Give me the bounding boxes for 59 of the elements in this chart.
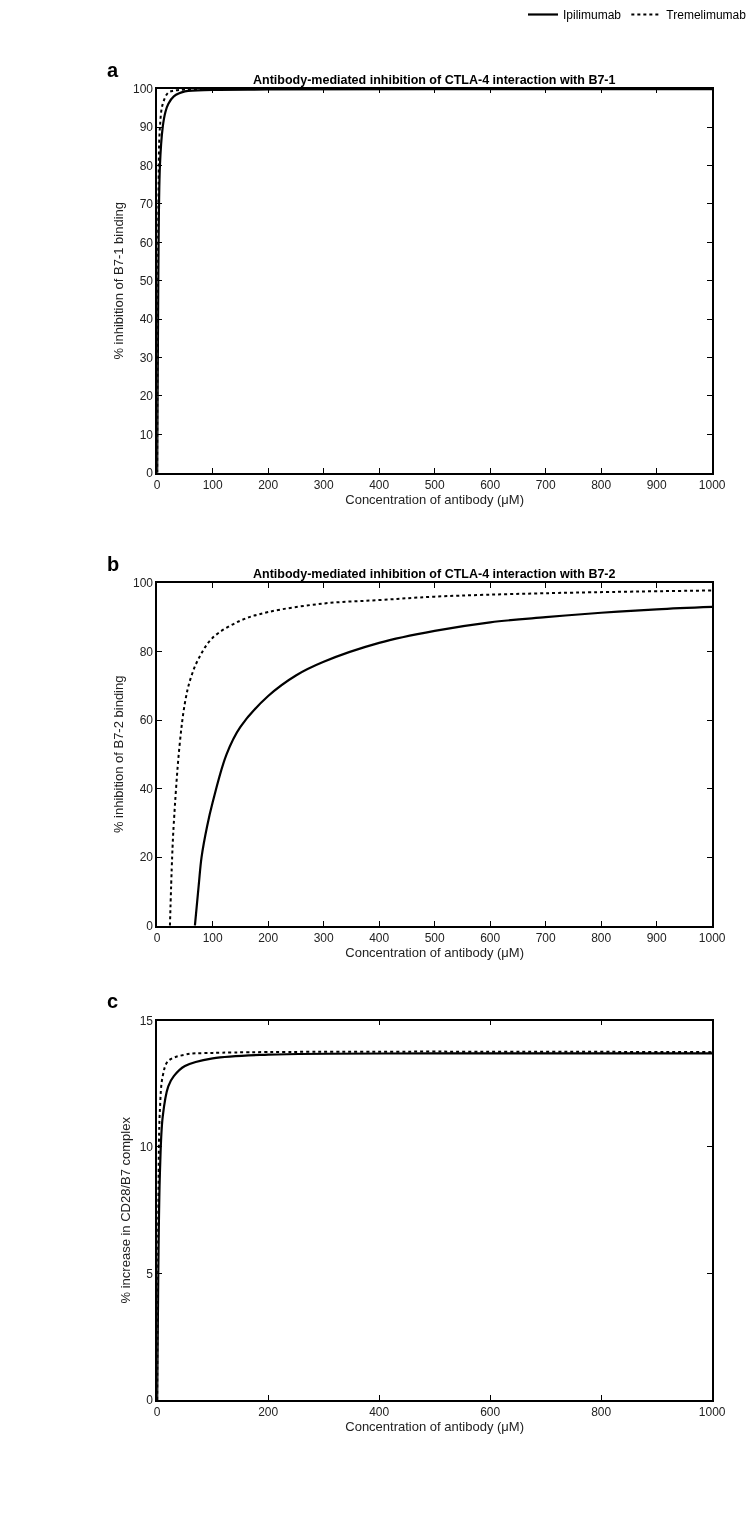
y-tick-label: 40 <box>139 312 154 327</box>
x-tick-label: 600 <box>480 477 501 492</box>
y-tick-label: 5 <box>146 1266 154 1281</box>
x-tick-label: 300 <box>313 477 334 492</box>
x-tick-label: 100 <box>202 477 223 492</box>
y-tick-label: 15 <box>139 1013 154 1028</box>
x-tick-label: 600 <box>480 1405 501 1420</box>
x-tick-label: 200 <box>258 477 279 492</box>
y-axis-title: % inhibition of B7-1 binding <box>111 201 127 360</box>
x-tick-label: 200 <box>258 930 279 945</box>
y-tick-label: 100 <box>132 576 154 591</box>
y-tick-label: 40 <box>139 781 154 796</box>
text: c <box>107 990 119 1012</box>
y-tick-label: 60 <box>139 235 154 250</box>
y-tick-label: 50 <box>139 273 154 288</box>
x-tick-label: 200 <box>258 1405 279 1420</box>
y-tick-label: 100 <box>132 81 154 96</box>
chart-title: Antibody-mediated inhibition of CTLA-4 interaction with B7-2 <box>253 567 616 581</box>
y-tick-label: 10 <box>139 1140 154 1155</box>
y-tick-label: 0 <box>146 1393 154 1408</box>
x-tick-label: 400 <box>369 477 390 492</box>
x-tick-label: 1000 <box>698 1405 726 1420</box>
y-tick-label: 0 <box>146 918 154 933</box>
x-tick-label: 800 <box>591 477 612 492</box>
x-tick-label: 100 <box>202 930 223 945</box>
y-tick-label: 20 <box>139 850 154 865</box>
y-tick-label: 20 <box>139 389 154 404</box>
x-tick-label: 1000 <box>698 477 726 492</box>
legend-label: Tremelimumab <box>666 8 747 23</box>
y-axis-title: % inhibition of B7-2 binding <box>111 675 127 834</box>
y-tick-label: 10 <box>139 427 154 442</box>
y-tick-label: 80 <box>139 158 154 173</box>
x-tick-label: 900 <box>646 477 667 492</box>
x-tick-label: 400 <box>369 1405 390 1420</box>
x-tick-label: 900 <box>646 930 667 945</box>
y-tick-label: 90 <box>139 120 154 135</box>
y-tick-label: 80 <box>139 644 154 659</box>
x-tick-label: 800 <box>591 930 612 945</box>
y-tick-label: 0 <box>146 465 154 480</box>
x-tick-label: 500 <box>424 930 445 945</box>
x-tick-label: 600 <box>480 930 501 945</box>
x-axis-title: Concentration of antibody (μM) <box>345 944 525 960</box>
y-axis-title: % increase in CD28/B7 complex <box>118 1116 134 1304</box>
x-tick-label: 700 <box>535 477 556 492</box>
x-tick-label: 500 <box>424 477 445 492</box>
x-axis-title: Concentration of antibody (μM) <box>345 1419 525 1435</box>
chart-title: Antibody-mediated inhibition of CTLA-4 interaction with B7-1 <box>253 73 616 87</box>
x-tick-label: 400 <box>369 930 390 945</box>
x-axis-title: Concentration of antibody (μM) <box>345 492 525 508</box>
x-tick-label: 700 <box>535 930 556 945</box>
x-tick-label: 300 <box>313 930 334 945</box>
y-tick-label: 70 <box>139 197 154 212</box>
x-tick-label: 800 <box>591 1405 612 1420</box>
text: a <box>107 59 119 81</box>
y-tick-label: 30 <box>139 350 154 365</box>
legend-label: Ipilimumab <box>563 8 622 23</box>
x-tick-label: 1000 <box>698 930 726 945</box>
y-tick-label: 60 <box>139 713 154 728</box>
text: b <box>107 553 120 575</box>
